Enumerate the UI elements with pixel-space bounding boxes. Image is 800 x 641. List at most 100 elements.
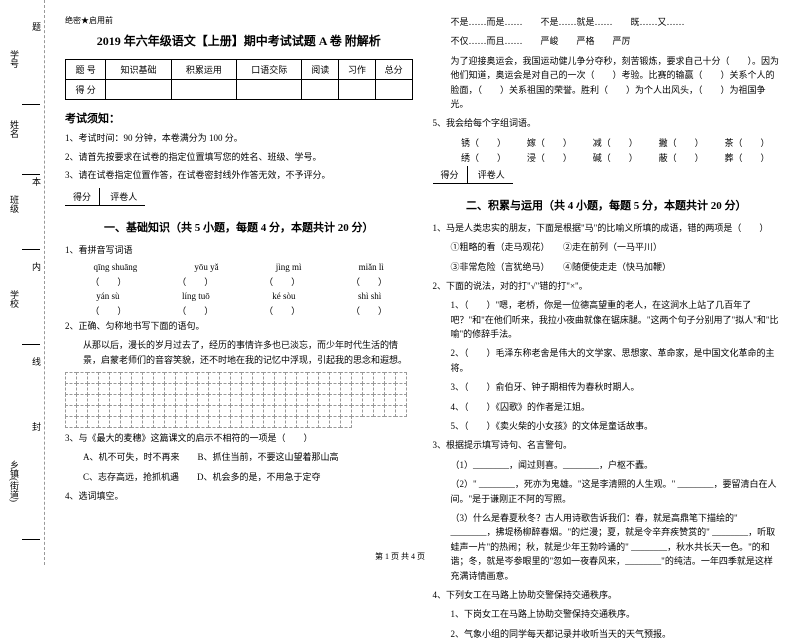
word-blank[interactable]: 碱（ ） bbox=[593, 151, 638, 164]
vert-char: 本 bbox=[32, 175, 41, 188]
scorer-label: 评卷人 bbox=[470, 166, 513, 183]
sidebar-label-id: 学号 bbox=[8, 50, 21, 68]
th: 习作 bbox=[339, 60, 376, 80]
sidebar-label-name: 姓名 bbox=[8, 120, 21, 138]
blank[interactable]: （ ） bbox=[177, 304, 213, 317]
question: 3、根据提示填写诗句、名言警句。 bbox=[433, 438, 781, 452]
word-blank[interactable]: 绣（ ） bbox=[461, 151, 506, 164]
blank[interactable]: （ ） bbox=[90, 275, 126, 288]
section-title: 二、积累与运用（共 4 小题，每题 5 分，本题共计 20 分） bbox=[433, 197, 781, 213]
td: 得 分 bbox=[66, 80, 106, 100]
table-row: 得 分 bbox=[66, 80, 413, 100]
sub-item: 2、气象小组的同学每天都记录并收听当天的天气预报。 bbox=[433, 627, 781, 641]
text-line: 不仅……而且…… 严峻 严格 严厉 bbox=[433, 34, 781, 48]
answer-row: （ ） （ ） （ ） （ ） bbox=[65, 275, 413, 288]
pinyin: yōu yǎ bbox=[194, 262, 218, 272]
pinyin-row: qīng shuāng yōu yǎ jìng mì miǎn lì bbox=[65, 262, 413, 272]
blank[interactable]: （ ） bbox=[264, 304, 300, 317]
blank[interactable]: （ ） bbox=[264, 275, 300, 288]
score-label: 得分 bbox=[65, 188, 100, 205]
class-field[interactable] bbox=[22, 220, 40, 250]
pinyin: miǎn lì bbox=[359, 262, 384, 272]
word-blank[interactable]: 蔽（ ） bbox=[659, 151, 704, 164]
blank[interactable]: （ ） bbox=[177, 275, 213, 288]
question: 5、我会给每个字组词语。 bbox=[433, 116, 781, 130]
vert-char: 线 bbox=[32, 355, 41, 368]
content-area: 绝密★启用前 2019 年六年级语文【上册】期中考试试题 A 卷 附解析 题 号… bbox=[45, 0, 800, 565]
scorer-label: 评卷人 bbox=[102, 188, 145, 205]
td[interactable] bbox=[106, 80, 171, 100]
id-field[interactable] bbox=[22, 75, 40, 105]
question: 3、与《最大的麦穗》这篇课文的启示不相符的一项是（ ） bbox=[65, 431, 413, 445]
option: ③非常危险（言犹绝马） ④随便使走走（快马加鞭） bbox=[433, 260, 781, 274]
sub-item: （1）________，闻过则喜。________，户枢不蠹。 bbox=[433, 458, 781, 472]
word-row: 绣（ ） 浸（ ） 碱（ ） 蔽（ ） 葬（ ） bbox=[433, 151, 781, 164]
vert-char: 题 bbox=[32, 20, 41, 33]
question: 1、看拼音写词语 bbox=[65, 243, 413, 257]
score-table: 题 号 知识基础 积累运用 口语交际 阅读 习作 总分 得 分 bbox=[65, 59, 413, 100]
question: 4、选词填空。 bbox=[65, 489, 413, 503]
sidebar-label-school: 学校 bbox=[8, 290, 21, 308]
notice-item: 1、考试时间：90 分钟，本卷满分为 100 分。 bbox=[65, 132, 413, 146]
binding-sidebar: 题 学号 姓名 本 班级 内 学校 线 封 乡镇(街道) bbox=[0, 0, 45, 565]
td[interactable] bbox=[302, 80, 339, 100]
td[interactable] bbox=[339, 80, 376, 100]
school-field[interactable] bbox=[22, 315, 40, 345]
confidential-label: 绝密★启用前 bbox=[65, 15, 413, 26]
right-column: 不是……而是…… 不是……就是…… 既……又…… 不仅……而且…… 严峻 严格 … bbox=[423, 15, 791, 560]
th: 知识基础 bbox=[106, 60, 171, 80]
notice-item: 3、请在试卷指定位置作答，在试卷密封线外作答无效，不予评分。 bbox=[65, 169, 413, 183]
word-blank[interactable]: 减（ ） bbox=[593, 136, 638, 149]
question: 2、下面的说法，对的打"√"错的打"×"。 bbox=[433, 279, 781, 293]
exam-page: 题 学号 姓名 本 班级 内 学校 线 封 乡镇(街道) 绝密★启用前 2019… bbox=[0, 0, 800, 565]
sidebar-label-class: 班级 bbox=[8, 195, 21, 213]
sub-item: （2）" ________，死亦为鬼雄。"这是李清照的人生观。" _______… bbox=[433, 477, 781, 506]
pinyin: líng tuō bbox=[182, 291, 210, 301]
td[interactable] bbox=[237, 80, 302, 100]
word-row: 锈（ ） 嫁（ ） 减（ ） 撇（ ） 茶（ ） bbox=[433, 136, 781, 149]
sub-item: 1、（ ）"嗯，老桥，你是一位德高望重的老人，在这涧水上站了几百年了吧？"和"在… bbox=[433, 298, 781, 341]
sub-item: 3、（ ）俞伯牙、钟子期相传为春秋时期人。 bbox=[433, 380, 781, 394]
scorer-box: 得分 评卷人 bbox=[433, 166, 513, 184]
sub-item: 4、（ ）《囚歌》的作者是江姐。 bbox=[433, 400, 781, 414]
notice-item: 2、请首先按要求在试卷的指定位置填写您的姓名、班级、学号。 bbox=[65, 151, 413, 165]
pinyin: yán sù bbox=[96, 291, 119, 301]
sub-item: 2、（ ）毛泽东称老舍是伟大的文学家、思想家、革命家，是中国文化革命的主将。 bbox=[433, 346, 781, 375]
blank[interactable]: （ ） bbox=[351, 304, 387, 317]
text-line: 为了迎接奥运会，我国运动健儿争分夺秒，刻苦锻炼，要求自己十分（ ）。因为他们知道… bbox=[433, 54, 781, 112]
sub-item: 1、下岗女工在马路上协助交警保持交通秩序。 bbox=[433, 607, 781, 621]
table-row: 题 号 知识基础 积累运用 口语交际 阅读 习作 总分 bbox=[66, 60, 413, 80]
word-blank[interactable]: 锈（ ） bbox=[461, 136, 506, 149]
page-footer: 第 1 页 共 4 页 bbox=[0, 551, 800, 562]
notice-title: 考试须知： bbox=[65, 110, 413, 126]
section-title: 一、基础知识（共 5 小题，每题 4 分，本题共计 20 分） bbox=[65, 219, 413, 235]
sub-item: （3）什么是春夏秋冬？古人用诗歌告诉我们：春，就是高鼎笔下描绘的" ______… bbox=[433, 511, 781, 583]
blank[interactable]: （ ） bbox=[90, 304, 126, 317]
pinyin: qīng shuāng bbox=[94, 262, 138, 272]
option: ①粗略的看（走马观花） ②走在前列（一马平川） bbox=[433, 240, 781, 254]
town-field[interactable] bbox=[22, 510, 40, 540]
writing-grid[interactable] bbox=[65, 372, 413, 427]
name-field[interactable] bbox=[22, 145, 40, 175]
word-blank[interactable]: 撇（ ） bbox=[659, 136, 704, 149]
pinyin: shì shì bbox=[358, 291, 381, 301]
sidebar-label-town: 乡镇(街道) bbox=[8, 460, 21, 502]
pinyin: jìng mì bbox=[276, 262, 302, 272]
question: 1、马是人类忠实的朋友，下面是根据"马"的比喻义所填的成语，错的两项是（ ） bbox=[433, 221, 781, 235]
scorer-box: 得分 评卷人 bbox=[65, 188, 145, 206]
left-column: 绝密★启用前 2019 年六年级语文【上册】期中考试试题 A 卷 附解析 题 号… bbox=[55, 15, 423, 560]
word-blank[interactable]: 茶（ ） bbox=[725, 136, 770, 149]
word-blank[interactable]: 葬（ ） bbox=[725, 151, 770, 164]
td[interactable] bbox=[375, 80, 412, 100]
word-blank[interactable]: 浸（ ） bbox=[527, 151, 572, 164]
text-line: 不是……而是…… 不是……就是…… 既……又…… bbox=[433, 15, 781, 29]
sub-item: 5、（ ）《卖火柴的小女孩》的文体是童话故事。 bbox=[433, 419, 781, 433]
option: A、机不可失，时不再来 B、抓住当前，不要这山望着那山高 bbox=[65, 450, 413, 464]
option: C、志存高远，抢抓机遇 D、机会多的是，不用急于定夺 bbox=[65, 470, 413, 484]
th: 积累运用 bbox=[171, 60, 236, 80]
answer-row: （ ） （ ） （ ） （ ） bbox=[65, 304, 413, 317]
td[interactable] bbox=[171, 80, 236, 100]
blank[interactable]: （ ） bbox=[351, 275, 387, 288]
exam-title: 2019 年六年级语文【上册】期中考试试题 A 卷 附解析 bbox=[65, 32, 413, 49]
word-blank[interactable]: 嫁（ ） bbox=[527, 136, 572, 149]
